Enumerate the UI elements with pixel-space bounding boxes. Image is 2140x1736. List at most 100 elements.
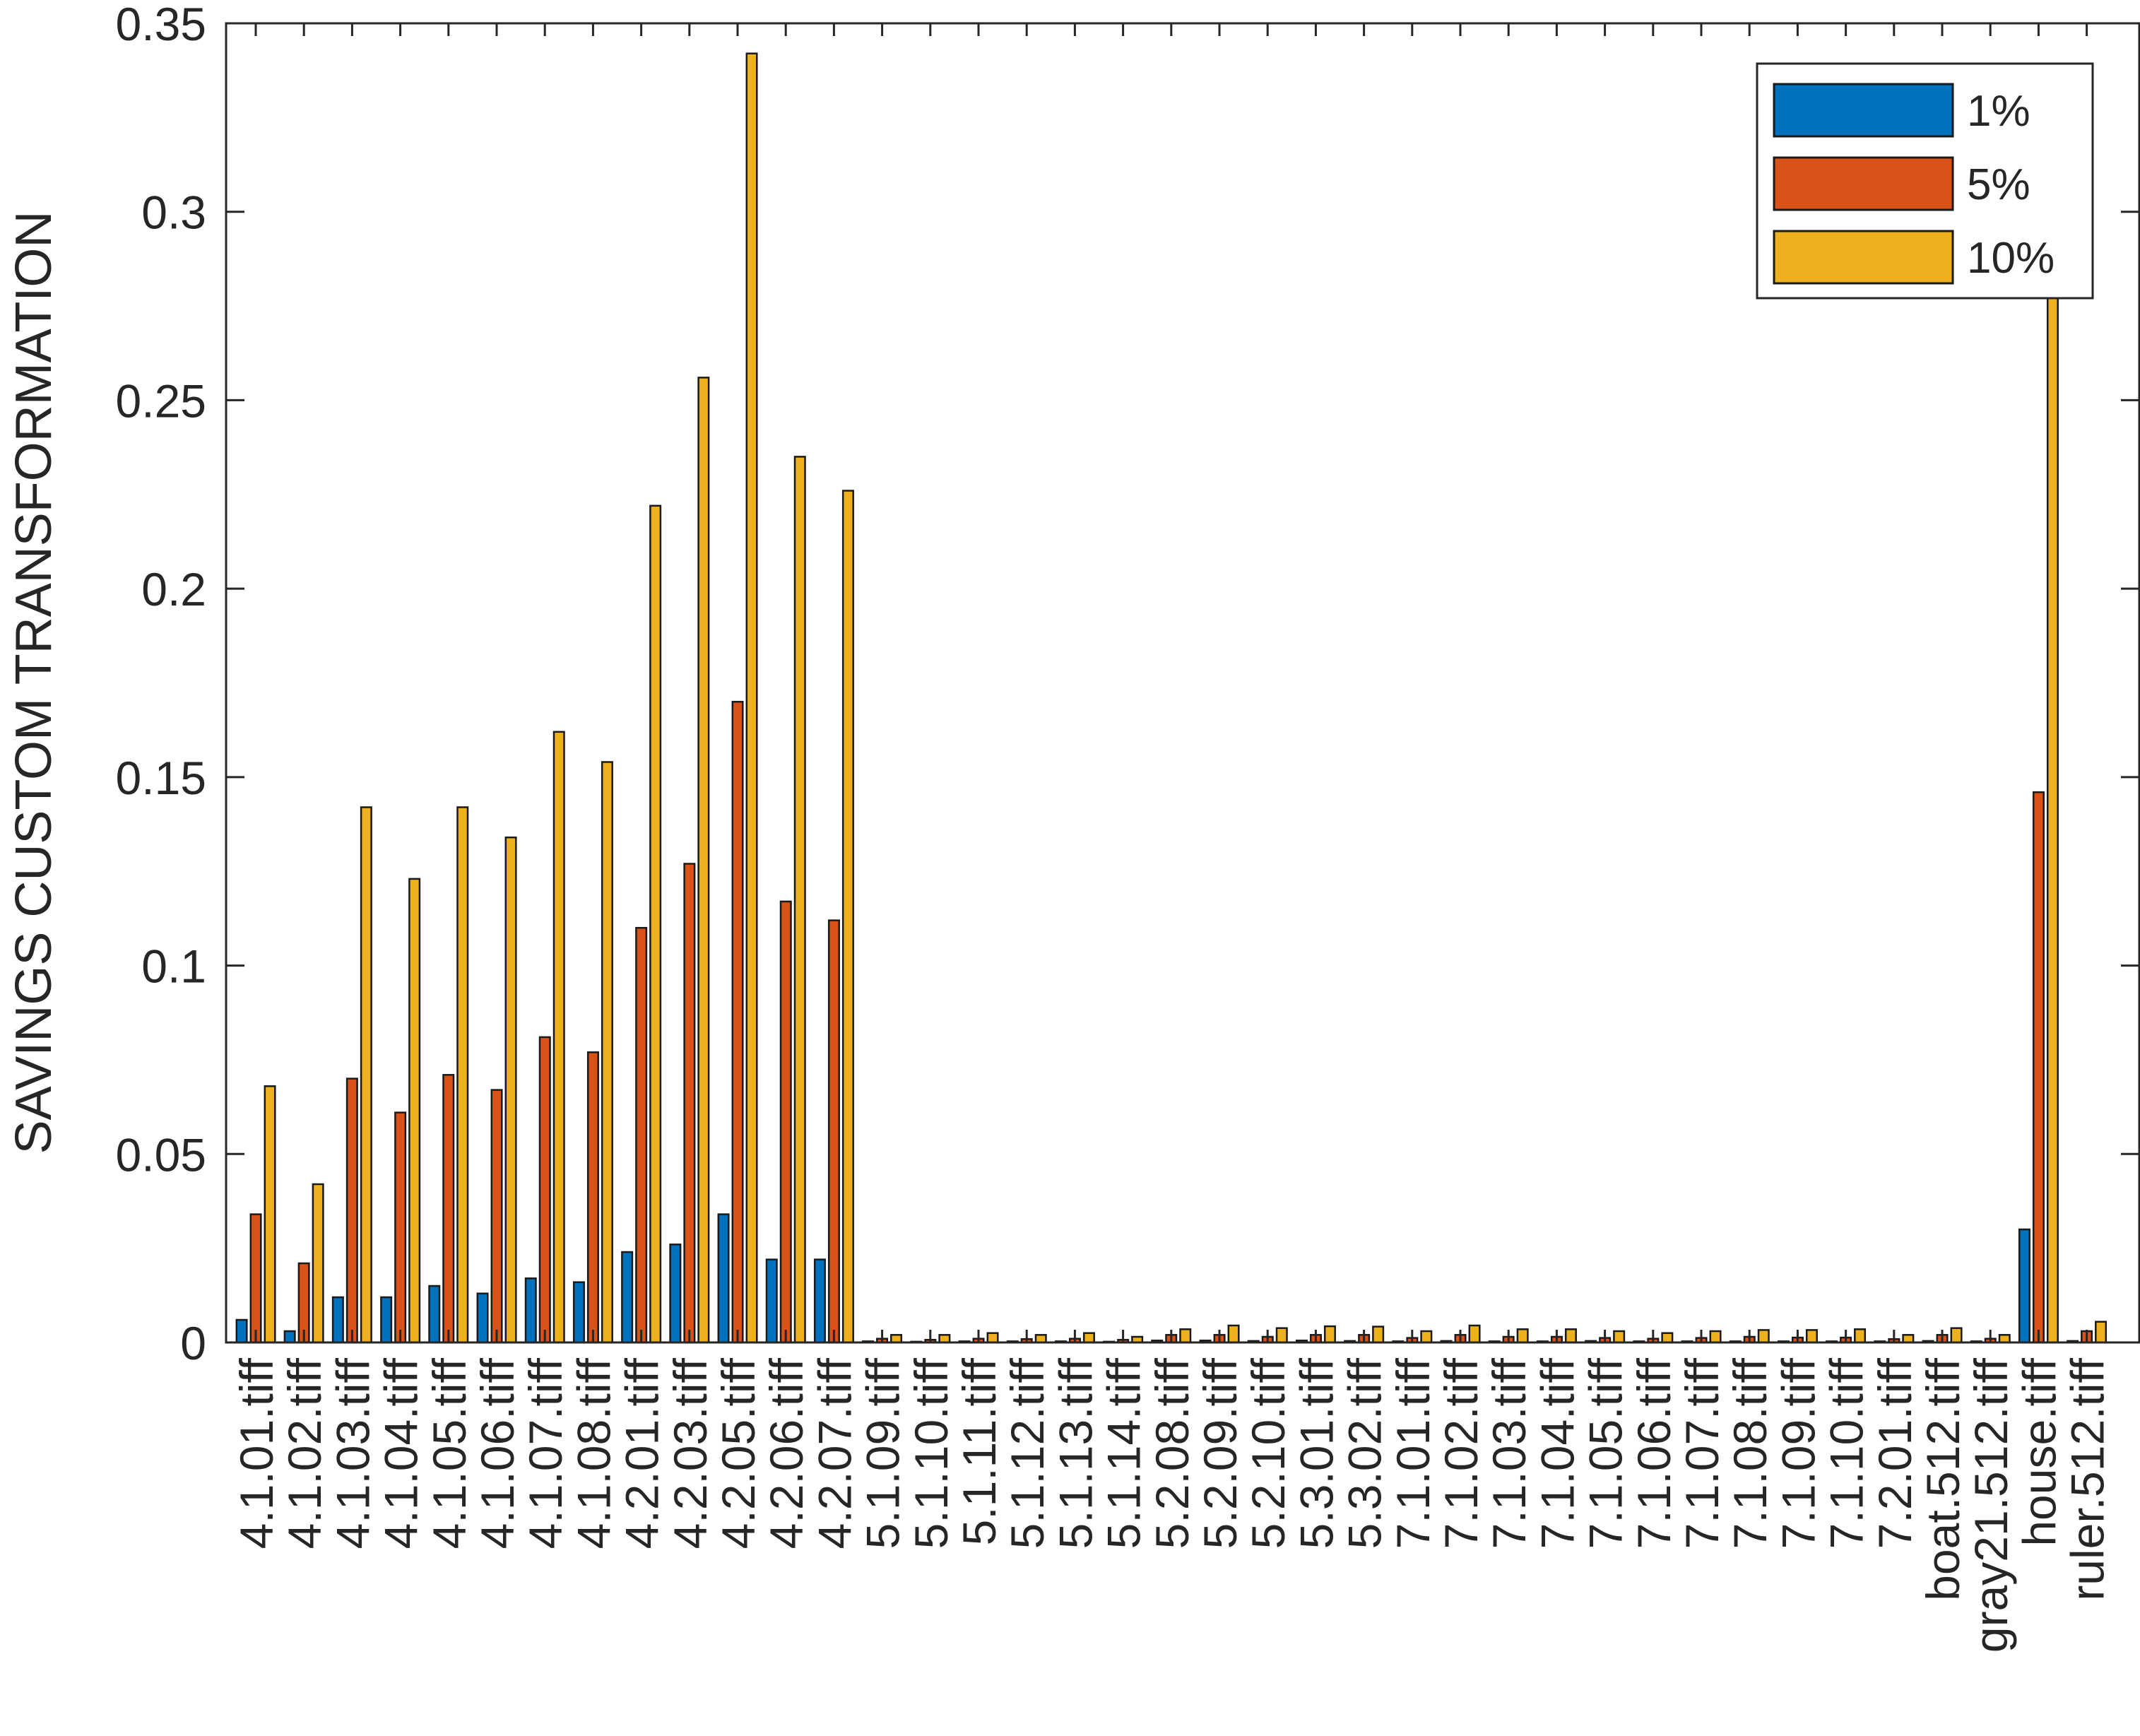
bar-10%-7.2.01.tiff <box>1902 1334 1915 1344</box>
x-tick-label: 7.2.01.tiff <box>1869 1357 1921 1549</box>
bar-10%-4.2.03.tiff <box>697 377 710 1344</box>
bar-10%-5.2.09.tiff <box>1227 1324 1240 1344</box>
x-tick-label: 4.2.03.tiff <box>664 1357 716 1549</box>
bar-5%-4.2.07.tiff <box>827 919 840 1344</box>
legend-swatch-10% <box>1773 230 1954 285</box>
bar-10%-7.1.08.tiff <box>1757 1329 1770 1344</box>
y-tick-label: 0 <box>180 1317 206 1369</box>
bar-1%-4.1.03.tiff <box>331 1296 344 1344</box>
bar-10%-4.1.03.tiff <box>360 806 372 1344</box>
x-tick-label: 5.1.13.tiff <box>1049 1357 1101 1549</box>
legend-label-10%: 10% <box>1967 234 2055 283</box>
bar-5%-4.1.03.tiff <box>345 1077 358 1344</box>
bar-1%-4.2.01.tiff <box>621 1251 634 1344</box>
x-tick-label: 4.1.06.tiff <box>471 1357 524 1549</box>
bar-10%-5.1.11.tiff <box>986 1332 999 1344</box>
bar-1%-4.2.06.tiff <box>765 1258 778 1344</box>
plot-frame <box>225 22 2140 1344</box>
y-tick-label: 0.2 <box>141 563 206 615</box>
x-tick-label: 4.2.05.tiff <box>712 1357 764 1549</box>
bar-5%-4.1.08.tiff <box>586 1051 599 1344</box>
x-tick-label: 5.3.01.tiff <box>1290 1357 1342 1549</box>
x-tick-label: 7.1.06.tiff <box>1628 1357 1680 1549</box>
bar-10%-5.2.08.tiff <box>1179 1328 1192 1344</box>
x-tick-label: 5.2.08.tiff <box>1146 1357 1198 1549</box>
x-tick-label: 5.2.10.tiff <box>1242 1357 1294 1549</box>
bar-10%-4.1.07.tiff <box>552 731 565 1344</box>
y-tick-label: 0.05 <box>116 1128 206 1181</box>
y-axis-title: SAVINGS CUSTOM TRANSFORMATION <box>6 211 62 1155</box>
legend-swatch-1% <box>1773 83 1954 138</box>
bar-10%-7.1.07.tiff <box>1709 1330 1722 1344</box>
bar-10%-7.1.01.tiff <box>1420 1330 1433 1344</box>
bar-10%-7.1.06.tiff <box>1661 1332 1674 1344</box>
x-tick-label: 7.1.04.tiff <box>1531 1357 1583 1549</box>
bar-1%-4.2.05.tiff <box>717 1213 730 1344</box>
bar-1%-4.2.07.tiff <box>813 1258 826 1344</box>
x-tick-label: 7.1.07.tiff <box>1676 1357 1728 1549</box>
bar-1%-4.1.07.tiff <box>524 1277 537 1344</box>
x-tick-label: boat.512.tiff <box>1917 1357 1969 1600</box>
bar-5%-4.1.01.tiff <box>249 1213 262 1344</box>
x-tick-label: 7.1.10.tiff <box>1821 1357 1873 1549</box>
x-tick-label: 4.1.08.tiff <box>567 1357 620 1549</box>
legend-swatch-5% <box>1773 156 1954 211</box>
bar-10%-4.1.08.tiff <box>601 761 613 1344</box>
bar-10%-7.1.03.tiff <box>1516 1328 1529 1344</box>
x-ticks-group: 4.1.01.tiff4.1.02.tiff4.1.03.tiff4.1.04.… <box>230 23 2114 1653</box>
y-tick-label: 0.15 <box>116 752 206 804</box>
bar-10%-5.1.10.tiff <box>938 1334 951 1344</box>
legend-label-5%: 5% <box>1967 160 2030 209</box>
bar-5%-4.2.06.tiff <box>779 900 792 1344</box>
bar-5%-4.2.01.tiff <box>635 926 648 1344</box>
x-tick-label: 4.1.02.tiff <box>278 1357 331 1549</box>
bar-10%-5.3.02.tiff <box>1372 1325 1385 1344</box>
x-tick-label: 4.1.07.tiff <box>519 1357 572 1549</box>
bar-1%-4.2.03.tiff <box>669 1244 682 1344</box>
x-tick-label: 4.1.03.tiff <box>326 1357 379 1549</box>
y-ticks-group: 0 0.05 0.1 0.15 0.2 0.25 0.3 0.35 <box>116 0 2139 1369</box>
x-tick-label: 4.2.01.tiff <box>616 1357 668 1549</box>
y-tick-label: 0.25 <box>116 374 206 427</box>
bar-5%-4.1.07.tiff <box>538 1036 551 1344</box>
x-tick-label: 5.1.10.tiff <box>905 1357 957 1549</box>
bar-10%-4.1.02.tiff <box>312 1183 324 1344</box>
x-tick-label: 5.2.09.tiff <box>1194 1357 1246 1549</box>
bar-10%-4.1.05.tiff <box>456 806 469 1344</box>
bar-10%-4.1.01.tiff <box>264 1085 276 1344</box>
bar-5%-4.1.06.tiff <box>490 1089 503 1344</box>
bar-10%-7.1.04.tiff <box>1564 1328 1577 1344</box>
bar-10%-5.1.09.tiff <box>890 1334 903 1344</box>
x-tick-label: gray21.512.tiff <box>1965 1357 2017 1653</box>
legend: 1% 5% 10% <box>1756 62 2094 300</box>
bar-1%-4.1.05.tiff <box>428 1285 441 1344</box>
bar-10%-4.1.04.tiff <box>408 878 421 1344</box>
x-tick-label: ruler.512.tiff <box>2062 1357 2114 1600</box>
y-tick-label: 0.35 <box>116 0 206 50</box>
bar-5%-4.1.04.tiff <box>394 1111 407 1344</box>
bar-10%-5.2.10.tiff <box>1275 1327 1288 1344</box>
bar-10%-7.1.10.tiff <box>1854 1328 1867 1344</box>
bar-5%-4.2.03.tiff <box>683 863 696 1344</box>
bar-5%-4.2.05.tiff <box>731 700 744 1344</box>
bar-1%-4.1.04.tiff <box>380 1296 393 1344</box>
x-tick-label: 4.2.07.tiff <box>808 1357 861 1549</box>
bar-10%-5.3.01.tiff <box>1323 1325 1336 1344</box>
y-tick-label: 0.3 <box>141 187 206 239</box>
x-tick-label: 5.1.14.tiff <box>1098 1357 1150 1549</box>
bar-10%-5.1.13.tiff <box>1082 1332 1095 1344</box>
x-tick-label: 4.2.06.tiff <box>760 1357 812 1549</box>
x-tick-label: 7.1.05.tiff <box>1580 1357 1632 1549</box>
bar-1%-house.tiff <box>2018 1228 2030 1344</box>
bar-10%-7.1.05.tiff <box>1613 1330 1626 1344</box>
bar-5%-house.tiff <box>2032 791 2045 1344</box>
x-tick-label: 5.1.11.tiff <box>953 1357 1005 1545</box>
bar-1%-4.1.01.tiff <box>235 1318 248 1344</box>
x-tick-label: 5.1.12.tiff <box>1001 1357 1053 1549</box>
x-tick-label: 5.3.02.tiff <box>1339 1357 1391 1549</box>
bar-10%-4.2.01.tiff <box>649 504 662 1344</box>
x-tick-label: 7.1.02.tiff <box>1435 1357 1487 1549</box>
bar-10%-7.1.02.tiff <box>1468 1324 1481 1344</box>
bar-10%-4.1.06.tiff <box>504 836 517 1344</box>
